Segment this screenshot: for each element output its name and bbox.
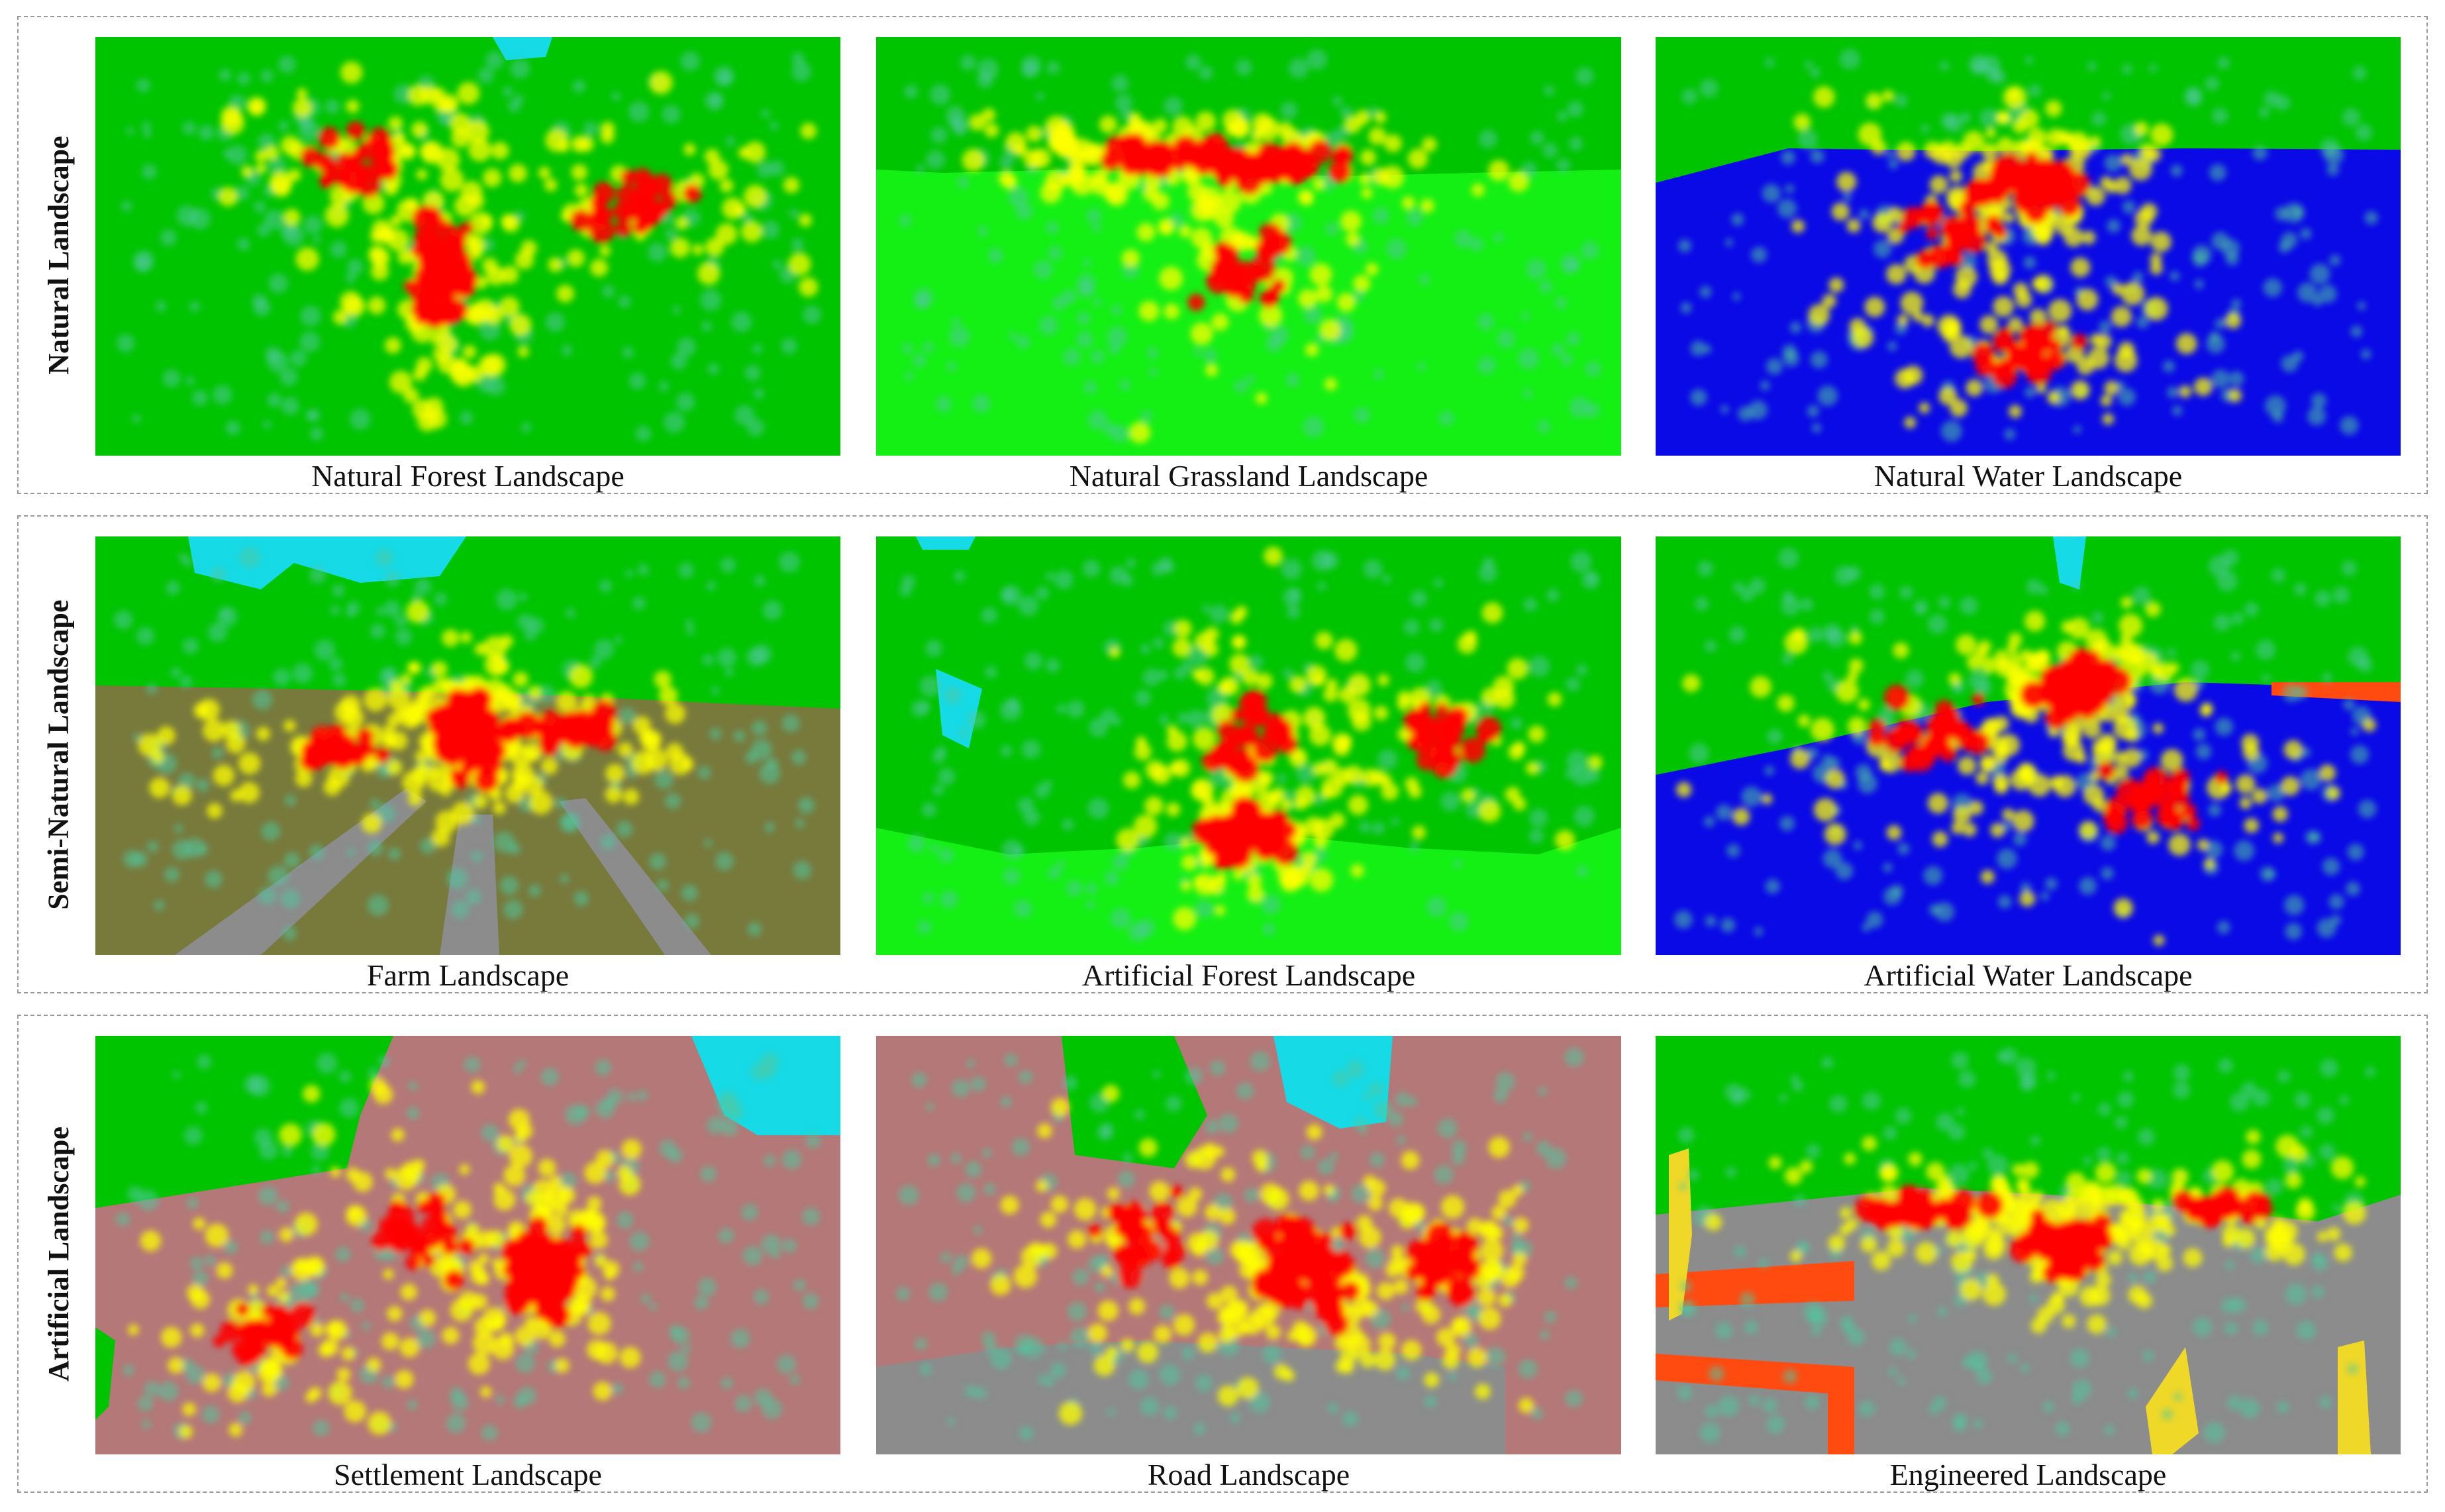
row-label: Semi-Natural Landscape xyxy=(19,517,98,992)
caption: Natural Water Landscape xyxy=(1873,459,2183,493)
cell-natural-grassland: Natural Grassland Landscape xyxy=(876,37,1621,493)
row-panel-semi-natural: Semi-Natural Landscape Farm Landscape Ar… xyxy=(17,515,2428,993)
cell-engineered: Engineered Landscape xyxy=(1656,1036,2401,1492)
caption: Road Landscape xyxy=(1147,1458,1350,1491)
row-label-text: Semi-Natural Landscape xyxy=(42,599,75,910)
heatmap-artificial-water xyxy=(1656,536,2401,955)
row-panel-natural: Natural Landscape Natural Forest Landsca… xyxy=(17,16,2428,494)
cell-artificial-water: Artificial Water Landscape xyxy=(1656,536,2401,993)
row-panel-artificial: Artificial Landscape Settlement Landscap… xyxy=(17,1015,2428,1493)
cell-natural-water: Natural Water Landscape xyxy=(1656,37,2401,493)
heatmap-engineered xyxy=(1656,1036,2401,1454)
caption: Settlement Landscape xyxy=(334,1458,602,1491)
cell-settlement: Settlement Landscape xyxy=(95,1036,840,1492)
caption: Artificial Water Landscape xyxy=(1864,958,2193,992)
heatmap-road xyxy=(876,1036,1621,1454)
cell-artificial-forest: Artificial Forest Landscape xyxy=(876,536,1621,993)
row-label-text: Natural Landscape xyxy=(42,135,75,375)
cell-road: Road Landscape xyxy=(876,1036,1621,1492)
caption: Farm Landscape xyxy=(366,958,570,992)
heatmap-natural-water xyxy=(1656,37,2401,456)
caption: Natural Forest Landscape xyxy=(311,459,624,493)
caption: Engineered Landscape xyxy=(1889,1458,2167,1491)
row-label: Artificial Landscape xyxy=(19,1016,98,1491)
cell-farm: Farm Landscape xyxy=(95,536,840,993)
caption: Artificial Forest Landscape xyxy=(1081,958,1416,992)
heatmap-settlement xyxy=(95,1036,840,1454)
heatmap-artificial-forest xyxy=(876,536,1621,955)
heatmap-natural-forest xyxy=(95,37,840,456)
heatmap-farm xyxy=(95,536,840,955)
row-label: Natural Landscape xyxy=(19,17,98,493)
cell-natural-forest: Natural Forest Landscape xyxy=(95,37,840,493)
heatmap-natural-grassland xyxy=(876,37,1621,456)
row-label-text: Artificial Landscape xyxy=(42,1126,75,1382)
caption: Natural Grassland Landscape xyxy=(1069,459,1428,493)
